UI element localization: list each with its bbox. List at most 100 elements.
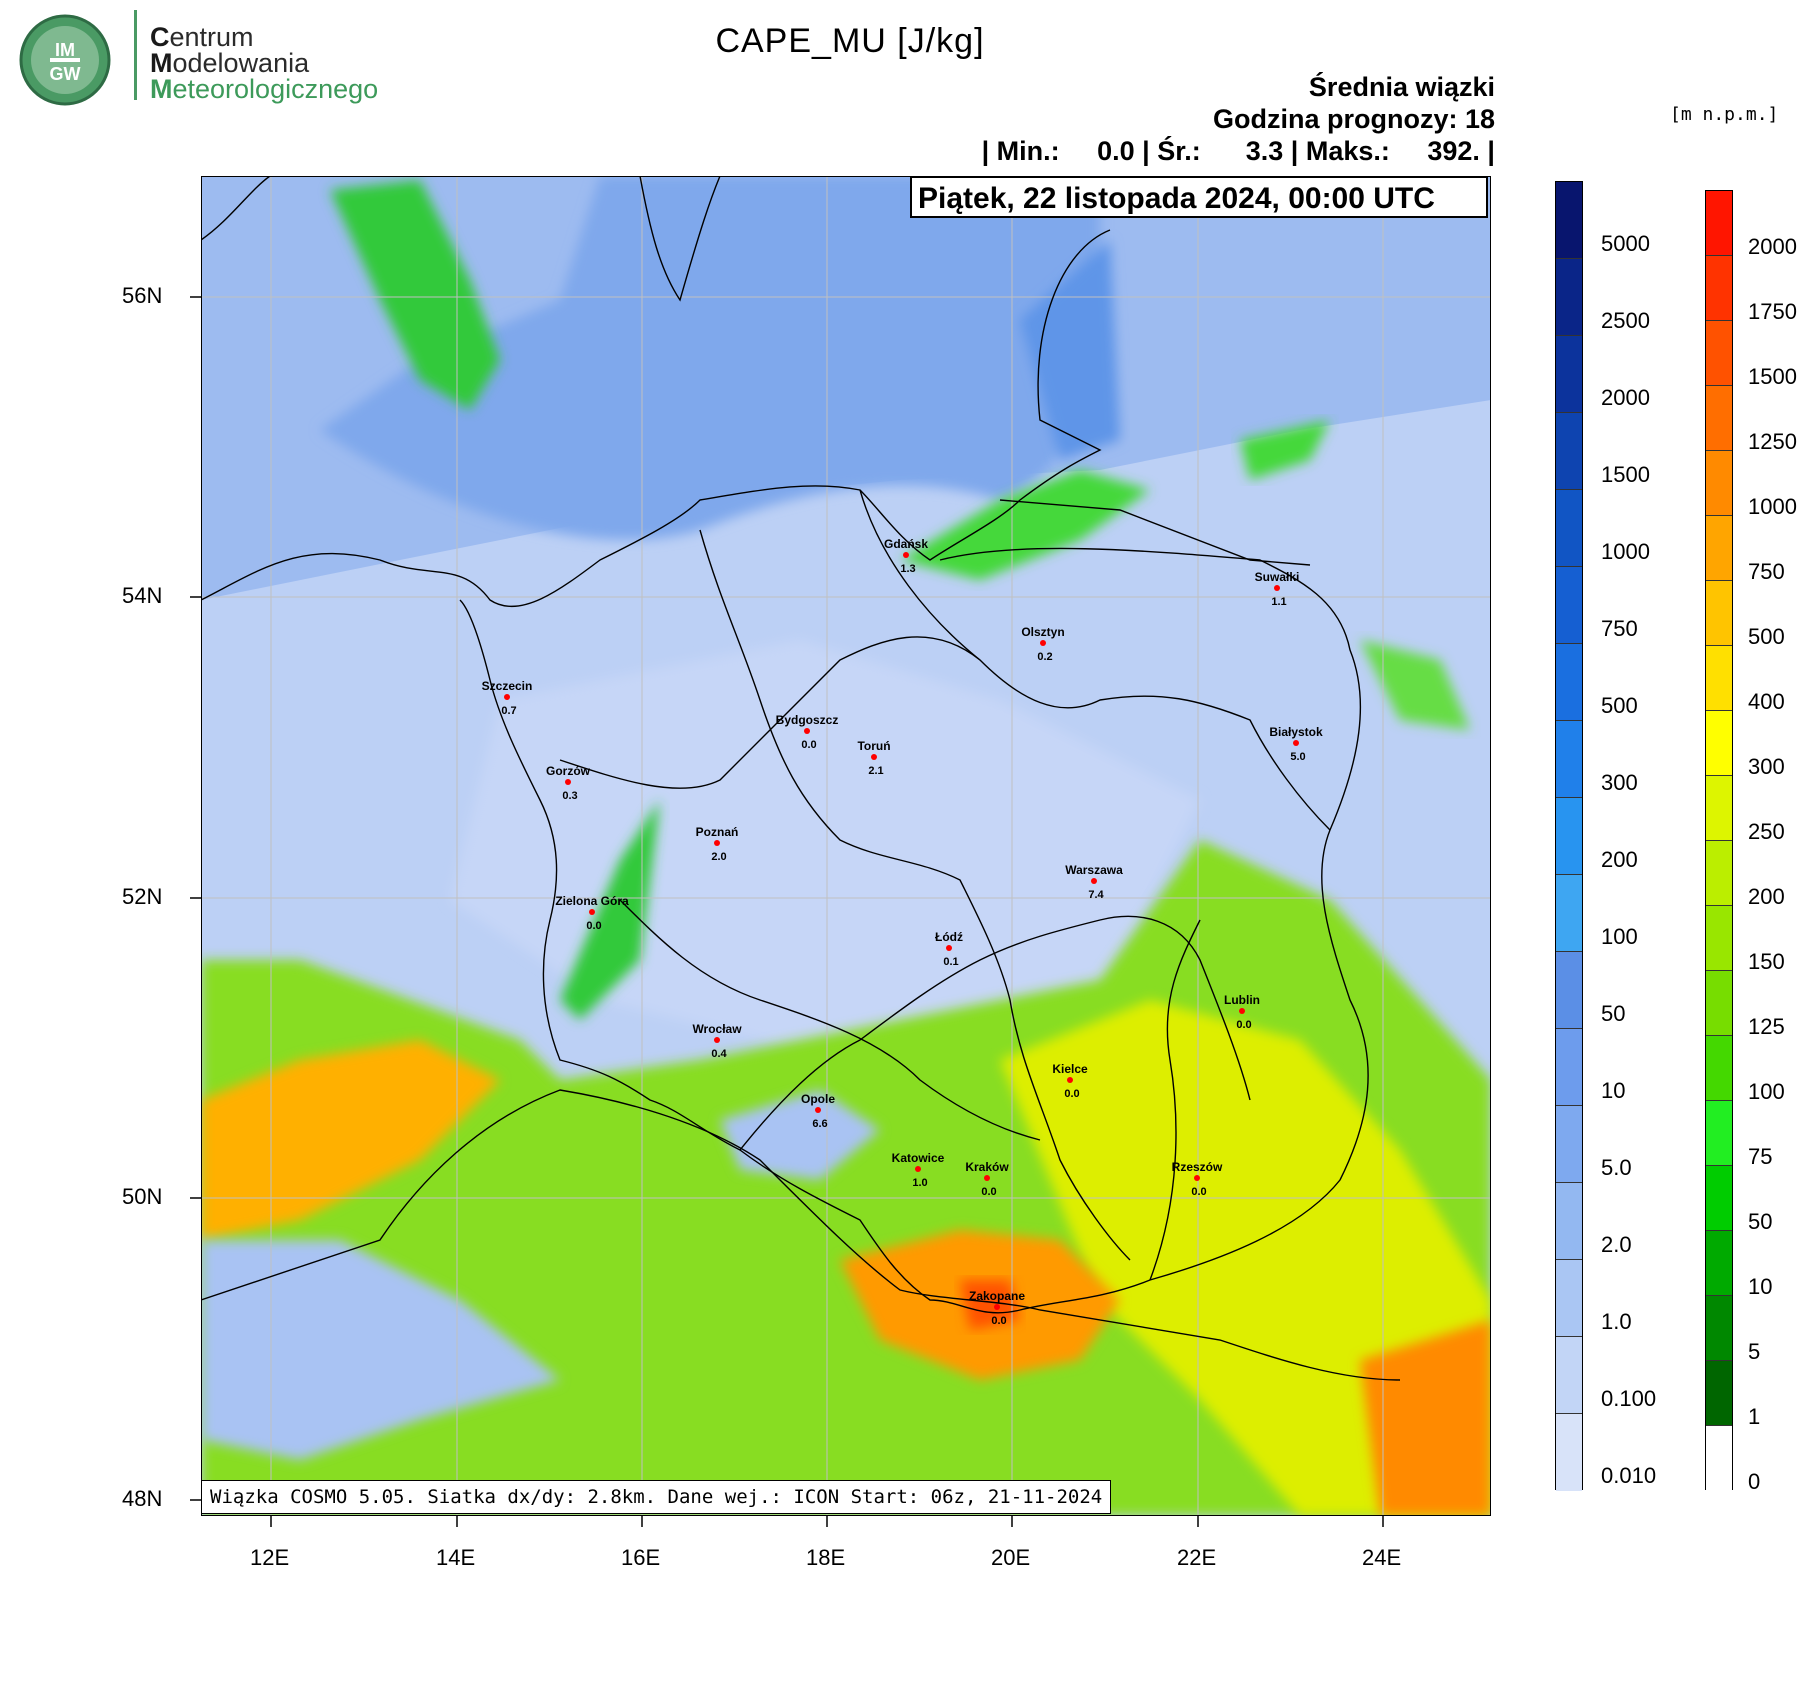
city-marker: Wrocław 0.4 — [692, 1022, 742, 1060]
city-value: 1.1 — [1271, 596, 1286, 608]
colorbar-segment — [1706, 321, 1732, 386]
colorbar-label: 50 — [1748, 1209, 1773, 1234]
city-marker: Kielce 0.0 — [1052, 1062, 1088, 1100]
imgw-logo: IM GW Centrum Modelowania Meteorologiczn… — [10, 10, 385, 110]
colorbar-label: 5000 — [1601, 231, 1650, 256]
city-marker: Olsztyn 0.2 — [1021, 625, 1064, 663]
colorbar-segment — [1706, 256, 1732, 321]
colorbar-segment — [1556, 1106, 1582, 1183]
city-marker: Białystok 5.0 — [1269, 725, 1323, 763]
city-marker: Szczecin 0.7 — [482, 679, 533, 717]
city-value: 2.0 — [711, 851, 726, 863]
colorbar-label: 1 — [1748, 1404, 1761, 1429]
cape-field: Gdańsk 1.3 Suwałki 1.1 Olsztyn 0.2 Szczecin 0.7… — [201, 176, 1491, 1516]
colorbar-segment — [1706, 1036, 1732, 1101]
city-dot-icon — [915, 1166, 921, 1172]
model-info-note: Wiązka COSMO 5.05. Siatka dx/dy: 2.8km. … — [201, 1480, 1112, 1514]
colorbar-segment — [1706, 776, 1732, 841]
lon-label: 22E — [1177, 1545, 1217, 1570]
colorbar-label: 200 — [1601, 847, 1638, 872]
city-dot-icon — [504, 694, 510, 700]
city-dot-icon — [565, 779, 571, 785]
colorbar-label: 2000 — [1601, 385, 1650, 410]
city-name: Poznań — [696, 825, 739, 839]
colorbar-segment — [1706, 711, 1732, 776]
colorbar-segment — [1706, 451, 1732, 516]
city-value: 5.0 — [1290, 751, 1305, 763]
city-name: Łódź — [935, 930, 963, 944]
colorbar-segment — [1706, 386, 1732, 451]
lat-label: 50N — [122, 1184, 163, 1209]
colorbar-segment — [1706, 646, 1732, 711]
lon-label: 20E — [991, 1545, 1031, 1570]
city-name: Gorzów — [546, 764, 591, 778]
cape-colorbar: 5000 2500 2000 1500 1000 750 500 300 200 100 50 10 5… — [1555, 181, 1675, 1496]
city-marker: Toruń 2.1 — [857, 739, 890, 777]
city-dot-icon — [1239, 1008, 1245, 1014]
colorbar-label: 50 — [1601, 1001, 1626, 1026]
city-value: 2.1 — [868, 765, 883, 777]
city-dot-icon — [804, 728, 810, 734]
city-value: 7.4 — [1088, 889, 1104, 901]
city-marker: Łódź 0.1 — [935, 930, 963, 968]
colorbar-label: 2.0 — [1601, 1232, 1632, 1257]
city-name: Kraków — [965, 1160, 1009, 1174]
colorbar-segment — [1706, 1231, 1732, 1296]
city-value: 0.1 — [943, 956, 958, 968]
city-value: 0.0 — [1236, 1019, 1251, 1031]
lat-label: 56N — [122, 283, 163, 308]
city-value: 0.3 — [562, 790, 577, 802]
city-value: 0.0 — [981, 1186, 996, 1198]
city-name: Gdańsk — [884, 537, 928, 551]
city-dot-icon — [903, 552, 909, 558]
colorbar-label: 5.0 — [1601, 1155, 1632, 1180]
city-name: Szczecin — [482, 679, 533, 693]
colorbar-label: 1000 — [1748, 494, 1797, 519]
colorbar-segment — [1556, 721, 1582, 798]
city-name: Bydgoszcz — [776, 713, 839, 727]
lon-label: 16E — [621, 1545, 661, 1570]
city-name: Katowice — [892, 1151, 945, 1165]
colorbar-segment — [1556, 259, 1582, 336]
colorbar-segment — [1556, 567, 1582, 644]
colorbar-segment — [1556, 1414, 1582, 1491]
city-marker: Rzeszów 0.0 — [1172, 1160, 1223, 1198]
colorbar-label: 150 — [1748, 949, 1785, 974]
city-value: 0.0 — [1191, 1186, 1206, 1198]
colorbar-label: 250 — [1748, 819, 1785, 844]
colorbar-segment — [1706, 1166, 1732, 1231]
city-value: 0.0 — [991, 1315, 1006, 1327]
city-name: Olsztyn — [1021, 625, 1064, 639]
city-layer: Gdańsk 1.3 Suwałki 1.1 Olsztyn 0.2 Szczecin 0.7… — [482, 537, 1323, 1327]
colorbar-label: 5 — [1748, 1339, 1761, 1364]
city-dot-icon — [815, 1107, 821, 1113]
city-name: Lublin — [1224, 993, 1260, 1007]
city-dot-icon — [984, 1175, 990, 1181]
colorbar-label: 750 — [1748, 559, 1785, 584]
lon-label: 14E — [436, 1545, 476, 1570]
city-marker: Katowice 1.0 — [892, 1151, 945, 1189]
colorbar-segment — [1556, 1029, 1582, 1106]
city-dot-icon — [946, 945, 952, 951]
colorbar-label: 2500 — [1601, 308, 1650, 333]
city-marker: Gdańsk 1.3 — [884, 537, 928, 575]
colorbar-label: 10 — [1748, 1274, 1773, 1299]
map-frame — [201, 176, 1491, 1516]
colorbar-label: 750 — [1601, 616, 1638, 641]
colorbar-label: 1500 — [1601, 462, 1650, 487]
svg-text:IM: IM — [55, 40, 75, 60]
colorbar-label: 0.100 — [1601, 1386, 1657, 1411]
colorbar-label: 500 — [1601, 693, 1638, 718]
city-dot-icon — [589, 909, 595, 915]
city-value: 0.4 — [711, 1048, 727, 1060]
city-value: 1.0 — [912, 1177, 927, 1189]
city-marker: Lublin 0.0 — [1224, 993, 1260, 1031]
city-marker: Bydgoszcz 0.0 — [776, 713, 839, 751]
city-dot-icon — [714, 840, 720, 846]
city-dot-icon — [871, 754, 877, 760]
colorbar-label: 1.0 — [1601, 1309, 1632, 1334]
colorbar-segment — [1706, 1361, 1732, 1426]
city-dot-icon — [1067, 1077, 1073, 1083]
colorbar-label: 500 — [1748, 624, 1785, 649]
